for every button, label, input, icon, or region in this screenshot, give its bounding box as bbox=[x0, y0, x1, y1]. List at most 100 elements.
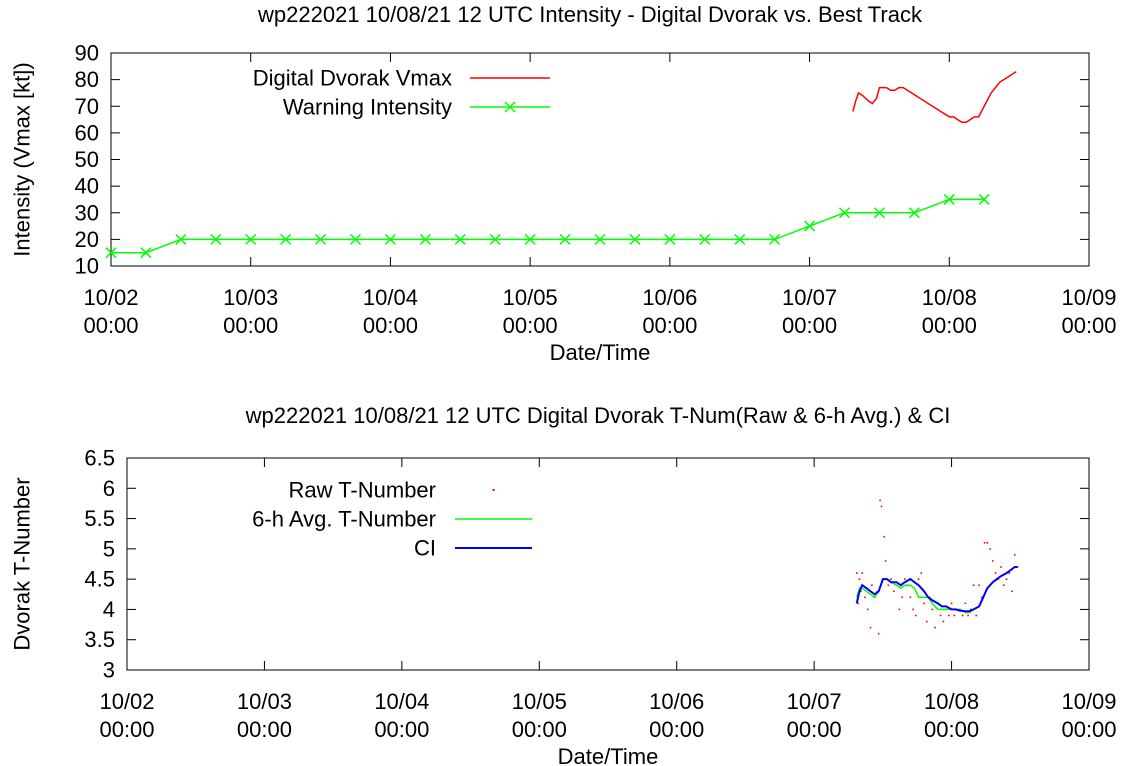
data-point bbox=[920, 572, 923, 574]
x-tick-label-time: 00:00 bbox=[363, 313, 418, 338]
legend-label: 6-h Avg. T-Number bbox=[252, 507, 436, 532]
x-tick-label-time: 00:00 bbox=[374, 717, 429, 742]
data-point bbox=[869, 626, 872, 629]
data-point bbox=[901, 596, 903, 599]
data-point-marker bbox=[140, 247, 152, 259]
data-point bbox=[950, 602, 953, 605]
data-point-marker bbox=[105, 247, 117, 259]
legend-label: CI bbox=[414, 536, 436, 561]
x-tick-label-date: 10/03 bbox=[237, 689, 292, 714]
x-tick-label-time: 00:00 bbox=[237, 717, 292, 742]
y-tick-label: 6 bbox=[103, 476, 115, 501]
data-point bbox=[860, 590, 862, 593]
data-point bbox=[1000, 566, 1002, 568]
chart-title: wp222021 10/08/21 12 UTC Digital Dvorak … bbox=[245, 403, 951, 428]
data-point-marker bbox=[769, 233, 781, 245]
data-point-marker bbox=[315, 233, 327, 245]
data-point bbox=[983, 542, 986, 544]
x-tick-label-time: 00:00 bbox=[503, 313, 558, 338]
x-tick-label-date: 10/04 bbox=[374, 689, 429, 714]
data-point-marker bbox=[384, 233, 396, 245]
data-point bbox=[893, 590, 895, 593]
data-point bbox=[923, 602, 925, 605]
x-tick-label-date: 10/09 bbox=[1061, 689, 1116, 714]
x-tick-label-date: 10/02 bbox=[99, 689, 154, 714]
tnumber-chart: wp222021 10/08/21 12 UTC Digital Dvorak … bbox=[10, 403, 1117, 766]
x-tick-label-time: 00:00 bbox=[223, 313, 278, 338]
y-tick-label: 50 bbox=[75, 147, 99, 172]
data-point bbox=[1011, 590, 1013, 593]
data-point bbox=[992, 560, 994, 562]
data-point bbox=[898, 608, 901, 611]
legend-marker bbox=[504, 101, 516, 113]
data-point bbox=[877, 632, 880, 635]
legend-label: Digital Dvorak Vmax bbox=[253, 66, 452, 91]
data-point bbox=[926, 620, 928, 623]
data-point-marker bbox=[594, 233, 606, 245]
data-point bbox=[989, 548, 991, 550]
data-point bbox=[981, 596, 983, 599]
y-tick-label: 30 bbox=[75, 200, 99, 225]
x-tick-label-time: 00:00 bbox=[922, 313, 977, 338]
x-axis-label: Date/Time bbox=[550, 340, 651, 365]
x-tick-label-date: 10/07 bbox=[787, 689, 842, 714]
data-point-marker bbox=[489, 233, 501, 245]
data-point bbox=[857, 602, 859, 605]
y-tick-label: 20 bbox=[75, 227, 99, 252]
x-tick-label-time: 00:00 bbox=[642, 313, 697, 338]
data-point bbox=[912, 608, 914, 611]
data-point bbox=[994, 572, 997, 574]
y-axis-label: Intensity (Vmax [kt]) bbox=[10, 62, 35, 256]
chart-title: wp222021 10/08/21 12 UTC Intensity - Dig… bbox=[257, 2, 923, 27]
data-point bbox=[931, 608, 934, 611]
y-tick-label: 60 bbox=[75, 120, 99, 145]
data-point-marker bbox=[978, 193, 990, 205]
y-tick-label: 40 bbox=[75, 174, 99, 199]
x-tick-label-date: 10/06 bbox=[649, 689, 704, 714]
data-point bbox=[861, 572, 864, 574]
data-point bbox=[883, 535, 886, 538]
y-tick-label: 3.5 bbox=[84, 627, 115, 652]
series-line bbox=[111, 198, 985, 254]
plot-frame bbox=[126, 457, 1090, 671]
data-point bbox=[972, 584, 975, 586]
data-point-marker bbox=[943, 193, 955, 205]
y-tick-label: 10 bbox=[75, 254, 99, 279]
data-point bbox=[855, 572, 858, 574]
y-tick-label: 5 bbox=[103, 536, 115, 561]
data-point bbox=[970, 608, 972, 611]
data-point bbox=[1016, 566, 1019, 568]
x-tick-label-date: 10/08 bbox=[922, 285, 977, 310]
data-point-marker bbox=[280, 233, 292, 245]
x-tick-label-time: 00:00 bbox=[649, 717, 704, 742]
x-tick-label-date: 10/07 bbox=[782, 285, 837, 310]
data-point bbox=[871, 584, 873, 586]
data-point bbox=[879, 499, 881, 502]
data-point bbox=[880, 505, 883, 508]
data-point bbox=[953, 614, 956, 617]
series-line bbox=[852, 70, 1017, 123]
x-tick-label-date: 10/02 bbox=[83, 285, 138, 310]
x-tick-label-time: 00:00 bbox=[1061, 717, 1116, 742]
x-tick-label-date: 10/06 bbox=[642, 285, 697, 310]
data-point bbox=[890, 578, 892, 580]
legend-swatch bbox=[492, 489, 495, 491]
data-point bbox=[887, 584, 890, 586]
x-tick-label-time: 00:00 bbox=[782, 313, 837, 338]
data-point bbox=[1002, 584, 1005, 586]
data-point bbox=[864, 596, 866, 599]
y-tick-label: 5.5 bbox=[84, 506, 115, 531]
data-point-marker bbox=[699, 233, 711, 245]
data-point bbox=[961, 614, 964, 617]
data-point-marker bbox=[524, 233, 536, 245]
y-tick-label: 80 bbox=[75, 67, 99, 92]
data-point bbox=[909, 596, 912, 599]
data-point bbox=[978, 584, 980, 586]
data-point bbox=[964, 602, 967, 605]
x-tick-label-date: 10/04 bbox=[363, 285, 418, 310]
data-point-marker bbox=[873, 207, 885, 219]
data-point bbox=[1008, 572, 1011, 574]
data-point-marker bbox=[419, 233, 431, 245]
data-point-marker bbox=[734, 233, 746, 245]
data-point-marker bbox=[210, 233, 222, 245]
